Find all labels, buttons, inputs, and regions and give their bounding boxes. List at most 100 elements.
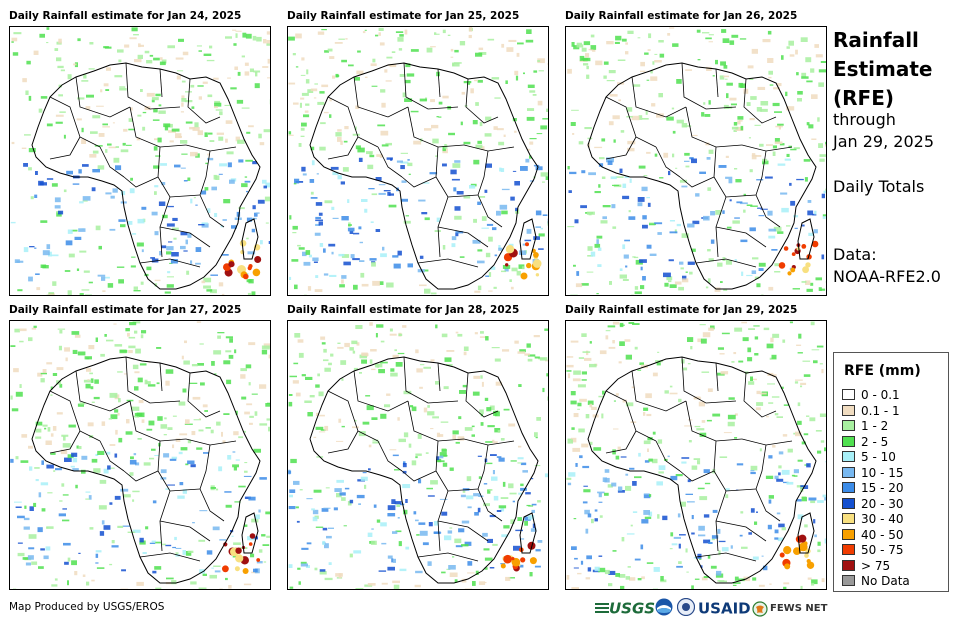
country-border <box>417 552 479 562</box>
country-border <box>437 226 489 248</box>
legend-label: 0.1 - 1 <box>861 403 900 418</box>
country-border <box>159 362 163 392</box>
country-border <box>185 438 237 446</box>
country-border <box>605 390 657 442</box>
country-border <box>695 552 757 562</box>
rainfall-field <box>566 321 826 589</box>
rainfall-map <box>9 320 271 590</box>
rainfall-map <box>9 26 271 296</box>
legend-label: No Data <box>861 574 910 588</box>
legend-item: 0 - 0.1 <box>842 388 900 402</box>
legend-label: 1 - 2 <box>861 419 889 433</box>
country-border <box>685 106 743 148</box>
country-border <box>715 520 767 542</box>
legend-item: > 75 <box>842 559 890 573</box>
country-border <box>743 372 777 418</box>
country-border <box>125 356 181 404</box>
country-border <box>403 62 459 110</box>
country-border <box>685 400 743 442</box>
country-border <box>353 370 409 412</box>
through-date: Jan 29, 2025 <box>833 132 934 151</box>
country-border <box>199 150 211 196</box>
legend-label: 40 - 50 <box>861 527 904 542</box>
madagascar-outline <box>797 512 815 554</box>
legend-label: 15 - 20 <box>861 481 904 495</box>
legend-swatch <box>842 544 855 555</box>
country-border <box>477 194 503 228</box>
country-border <box>125 62 181 110</box>
legend-label: 50 - 75 <box>861 543 904 557</box>
country-border <box>159 520 211 542</box>
country-border <box>437 68 441 98</box>
rainfall-field <box>10 27 270 295</box>
africa-coastline <box>309 356 539 584</box>
product-title: Rainfall Estimate (RFE) <box>833 26 932 113</box>
legend-item: 40 - 50 <box>842 528 904 542</box>
africa-coastline <box>31 356 261 584</box>
doc-seal-icon <box>676 597 696 618</box>
country-border <box>679 176 715 188</box>
country-border <box>655 146 681 178</box>
country-border <box>129 400 187 442</box>
madagascar-outline <box>519 512 537 554</box>
panel-title: Daily Rainfall estimate for Jan 26, 2025 <box>565 10 798 22</box>
country-border <box>715 68 719 98</box>
rainfall-map <box>565 320 827 590</box>
legend-swatch <box>842 575 855 586</box>
country-border <box>713 440 757 492</box>
country-border <box>353 76 409 118</box>
noaa-logo-icon <box>655 598 673 618</box>
panel-title: Daily Rainfall estimate for Jan 28, 2025 <box>287 304 520 316</box>
country-border <box>605 96 657 148</box>
country-border <box>401 470 437 482</box>
globe-icon <box>752 600 768 617</box>
rainfall-field <box>567 27 826 295</box>
title-line-3: (RFE) <box>833 86 895 110</box>
country-border <box>477 150 489 196</box>
legend-item: 20 - 30 <box>842 497 904 511</box>
country-border <box>377 440 403 472</box>
legend-swatch <box>842 497 855 509</box>
totals-label: Daily Totals <box>833 177 925 196</box>
country-border <box>465 372 499 418</box>
country-border <box>477 488 503 522</box>
title-line-1: Rainfall <box>833 28 919 52</box>
legend-item: 10 - 15 <box>842 466 904 480</box>
country-border <box>403 356 459 404</box>
usgs-logo: USGS <box>595 598 655 618</box>
africa-coastline <box>31 62 261 290</box>
rainfall-field <box>10 321 270 589</box>
country-border <box>715 362 719 392</box>
legend-label: 30 - 40 <box>861 512 904 526</box>
country-border <box>49 96 101 148</box>
legend-item: No Data <box>842 574 910 588</box>
legend-label: 10 - 15 <box>861 465 904 480</box>
country-border <box>327 96 379 148</box>
title-line-2: Estimate <box>833 57 933 81</box>
rainfall-map <box>287 320 549 590</box>
data-label: Data: <box>833 245 877 264</box>
country-border <box>417 258 479 268</box>
legend-swatch <box>842 528 855 540</box>
country-border <box>605 430 637 454</box>
africa-coastline <box>587 356 817 584</box>
country-border <box>123 470 159 482</box>
rainfall-field <box>288 322 548 589</box>
panel-title: Daily Rainfall estimate for Jan 29, 2025 <box>565 304 798 316</box>
legend-item: 2 - 5 <box>842 435 888 449</box>
country-border <box>755 488 781 522</box>
country-border <box>139 258 201 268</box>
legend-swatch <box>842 513 855 524</box>
country-border <box>465 78 499 124</box>
country-border <box>713 146 757 198</box>
country-border <box>327 136 359 160</box>
country-border <box>435 440 479 492</box>
country-border <box>401 176 437 188</box>
country-border <box>75 370 131 412</box>
country-border <box>743 78 777 124</box>
legend-label: > 75 <box>861 558 891 573</box>
country-border <box>631 370 687 412</box>
africa-coastline <box>587 62 817 290</box>
country-border <box>327 430 359 454</box>
